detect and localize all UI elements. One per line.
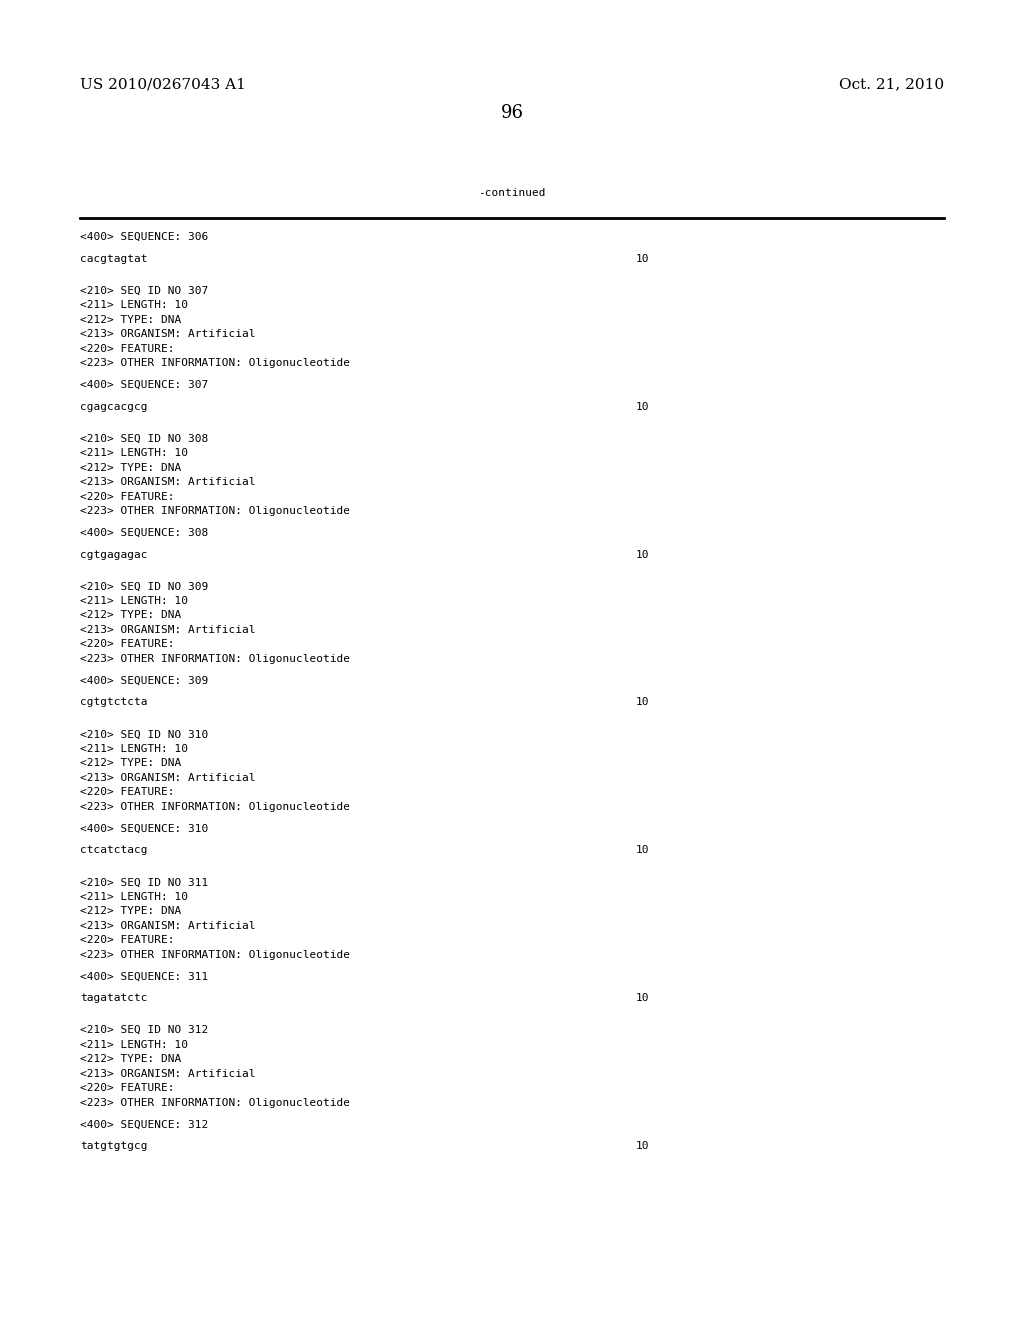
Text: tagatatctc: tagatatctc (80, 993, 147, 1003)
Text: <220> FEATURE:: <220> FEATURE: (80, 1084, 174, 1093)
Text: <211> LENGTH: 10: <211> LENGTH: 10 (80, 744, 188, 754)
Text: <213> ORGANISM: Artificial: <213> ORGANISM: Artificial (80, 624, 256, 635)
Text: <211> LENGTH: 10: <211> LENGTH: 10 (80, 1040, 188, 1049)
Text: <400> SEQUENCE: 308: <400> SEQUENCE: 308 (80, 528, 208, 537)
Text: -continued: -continued (478, 187, 546, 198)
Text: cgtgagagac: cgtgagagac (80, 549, 147, 560)
Text: <213> ORGANISM: Artificial: <213> ORGANISM: Artificial (80, 1069, 256, 1078)
Text: <223> OTHER INFORMATION: Oligonucleotide: <223> OTHER INFORMATION: Oligonucleotide (80, 1098, 350, 1107)
Text: <213> ORGANISM: Artificial: <213> ORGANISM: Artificial (80, 477, 256, 487)
Text: cacgtagtat: cacgtagtat (80, 253, 147, 264)
Text: cgtgtctcta: cgtgtctcta (80, 697, 147, 708)
Text: <223> OTHER INFORMATION: Oligonucleotide: <223> OTHER INFORMATION: Oligonucleotide (80, 950, 350, 960)
Text: <213> ORGANISM: Artificial: <213> ORGANISM: Artificial (80, 329, 256, 339)
Text: <223> OTHER INFORMATION: Oligonucleotide: <223> OTHER INFORMATION: Oligonucleotide (80, 358, 350, 368)
Text: <211> LENGTH: 10: <211> LENGTH: 10 (80, 595, 188, 606)
Text: 10: 10 (636, 253, 649, 264)
Text: <212> TYPE: DNA: <212> TYPE: DNA (80, 1055, 181, 1064)
Text: <400> SEQUENCE: 306: <400> SEQUENCE: 306 (80, 232, 208, 242)
Text: Oct. 21, 2010: Oct. 21, 2010 (839, 77, 944, 91)
Text: <400> SEQUENCE: 311: <400> SEQUENCE: 311 (80, 972, 208, 982)
Text: <212> TYPE: DNA: <212> TYPE: DNA (80, 610, 181, 620)
Text: <220> FEATURE:: <220> FEATURE: (80, 787, 174, 797)
Text: ctcatctacg: ctcatctacg (80, 845, 147, 855)
Text: <212> TYPE: DNA: <212> TYPE: DNA (80, 314, 181, 325)
Text: <212> TYPE: DNA: <212> TYPE: DNA (80, 462, 181, 473)
Text: <212> TYPE: DNA: <212> TYPE: DNA (80, 907, 181, 916)
Text: <400> SEQUENCE: 312: <400> SEQUENCE: 312 (80, 1119, 208, 1130)
Text: <210> SEQ ID NO 311: <210> SEQ ID NO 311 (80, 878, 208, 887)
Text: <210> SEQ ID NO 308: <210> SEQ ID NO 308 (80, 433, 208, 444)
Text: <400> SEQUENCE: 309: <400> SEQUENCE: 309 (80, 676, 208, 685)
Text: <223> OTHER INFORMATION: Oligonucleotide: <223> OTHER INFORMATION: Oligonucleotide (80, 801, 350, 812)
Text: <211> LENGTH: 10: <211> LENGTH: 10 (80, 447, 188, 458)
Text: cgagcacgcg: cgagcacgcg (80, 401, 147, 412)
Text: <220> FEATURE:: <220> FEATURE: (80, 343, 174, 354)
Text: tatgtgtgcg: tatgtgtgcg (80, 1142, 147, 1151)
Text: <213> ORGANISM: Artificial: <213> ORGANISM: Artificial (80, 921, 256, 931)
Text: 10: 10 (636, 401, 649, 412)
Text: <213> ORGANISM: Artificial: <213> ORGANISM: Artificial (80, 772, 256, 783)
Text: <212> TYPE: DNA: <212> TYPE: DNA (80, 759, 181, 768)
Text: <220> FEATURE:: <220> FEATURE: (80, 639, 174, 649)
Text: <400> SEQUENCE: 310: <400> SEQUENCE: 310 (80, 824, 208, 834)
Text: 10: 10 (636, 1142, 649, 1151)
Text: <210> SEQ ID NO 309: <210> SEQ ID NO 309 (80, 581, 208, 591)
Text: <211> LENGTH: 10: <211> LENGTH: 10 (80, 892, 188, 902)
Text: <210> SEQ ID NO 310: <210> SEQ ID NO 310 (80, 730, 208, 739)
Text: <210> SEQ ID NO 312: <210> SEQ ID NO 312 (80, 1026, 208, 1035)
Text: 10: 10 (636, 697, 649, 708)
Text: <220> FEATURE:: <220> FEATURE: (80, 936, 174, 945)
Text: 96: 96 (501, 104, 523, 121)
Text: <400> SEQUENCE: 307: <400> SEQUENCE: 307 (80, 380, 208, 389)
Text: <223> OTHER INFORMATION: Oligonucleotide: <223> OTHER INFORMATION: Oligonucleotide (80, 653, 350, 664)
Text: <211> LENGTH: 10: <211> LENGTH: 10 (80, 300, 188, 310)
Text: <210> SEQ ID NO 307: <210> SEQ ID NO 307 (80, 285, 208, 296)
Text: 10: 10 (636, 993, 649, 1003)
Text: US 2010/0267043 A1: US 2010/0267043 A1 (80, 77, 246, 91)
Text: 10: 10 (636, 845, 649, 855)
Text: 10: 10 (636, 549, 649, 560)
Text: <223> OTHER INFORMATION: Oligonucleotide: <223> OTHER INFORMATION: Oligonucleotide (80, 506, 350, 516)
Text: <220> FEATURE:: <220> FEATURE: (80, 491, 174, 502)
